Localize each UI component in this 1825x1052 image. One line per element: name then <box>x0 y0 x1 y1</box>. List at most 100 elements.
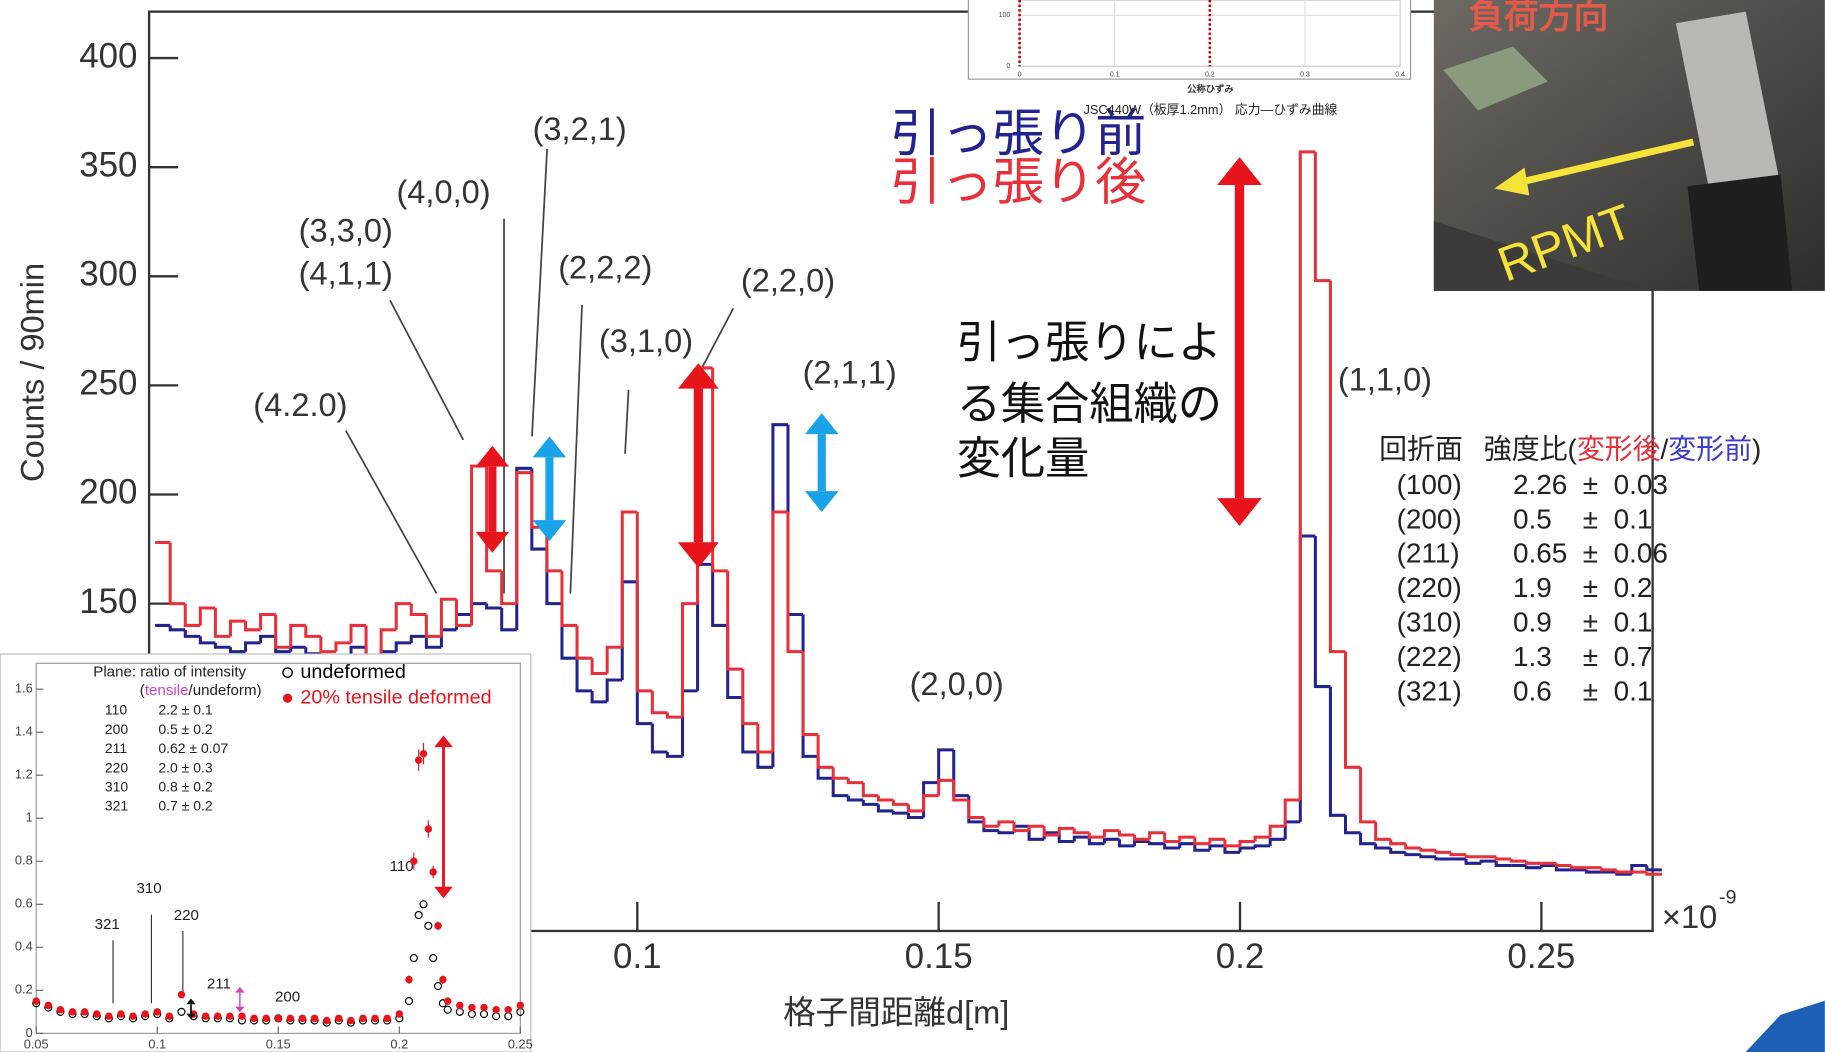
histogram-step <box>1300 152 1315 800</box>
histogram-step <box>1376 844 1391 848</box>
histogram-step <box>893 811 908 813</box>
histogram-step <box>1165 844 1180 848</box>
histogram-step <box>773 425 788 768</box>
histogram-step <box>426 636 441 647</box>
histogram-step <box>366 625 381 658</box>
histogram-step <box>592 691 607 702</box>
table-cell: 0.9 ± 0.1 <box>1513 607 1652 638</box>
histogram-step <box>321 636 336 651</box>
histogram-step <box>909 804 924 811</box>
data-point <box>93 1010 100 1017</box>
inset-table-cell: 321 <box>105 798 129 814</box>
histogram-step <box>878 796 893 800</box>
inset-table-cell: 0.8 ± 0.2 <box>158 779 212 795</box>
inset-table-cell: 0.7 ± 0.2 <box>158 798 212 814</box>
table-cell: 1.3 ± 0.7 <box>1513 641 1652 672</box>
note-line: 変化量 <box>957 435 1090 484</box>
photo-label: 負荷方向 <box>1469 0 1609 36</box>
histogram-step <box>276 636 291 651</box>
table-cell: (222) <box>1397 641 1462 672</box>
peak-label: 200 <box>275 988 300 1005</box>
histogram-step <box>622 512 637 647</box>
histogram-step <box>1330 687 1345 816</box>
histogram-step <box>170 543 185 604</box>
histogram-step <box>848 778 863 782</box>
histogram-step <box>547 549 562 604</box>
histogram-step <box>909 813 924 817</box>
histogram-step <box>863 800 878 804</box>
y-tick-label: 150 <box>79 582 137 621</box>
histogram-step <box>878 804 893 811</box>
data-point <box>468 1004 475 1011</box>
table-cell: (200) <box>1397 503 1462 534</box>
histogram-step <box>607 680 622 702</box>
histogram-step <box>185 630 200 637</box>
histogram-step <box>502 608 517 630</box>
histogram-step <box>1315 152 1330 281</box>
leader-line <box>698 308 733 374</box>
peak-label: (4.2.0) <box>253 387 347 423</box>
y-tick-label: 1.6 <box>15 681 33 696</box>
data-point <box>434 922 441 929</box>
x-tick-label: 0.4 <box>1395 71 1405 78</box>
table-header-cell: 変形前 <box>1668 434 1752 465</box>
histogram-step <box>833 778 848 795</box>
x-tick-label: 0.25 <box>508 1036 533 1051</box>
table-cell: (100) <box>1397 469 1462 500</box>
double-arrow-head <box>805 491 839 512</box>
inset-chart: Plane: ratio of intensity (tensile/undef… <box>0 654 533 1052</box>
data-point <box>492 1006 499 1013</box>
inset-table-cell: 2.2 ± 0.1 <box>158 702 212 718</box>
peak-label: (4,0,0) <box>396 174 490 210</box>
table-cell: 0.65 ± 0.06 <box>1513 538 1668 569</box>
histogram-step <box>1436 857 1451 859</box>
table-header-cell: 回折面 <box>1379 434 1463 465</box>
data-point <box>439 976 446 983</box>
histogram-step <box>622 582 637 680</box>
histogram-step <box>1255 837 1270 841</box>
histogram-step <box>1451 852 1466 854</box>
histogram-step <box>863 783 878 796</box>
double-arrow-head <box>1217 498 1262 526</box>
y-tick-label: 200 <box>79 473 137 512</box>
leader-line <box>532 149 547 436</box>
peak-label: 110 <box>390 858 414 875</box>
histogram-step <box>1602 868 1617 870</box>
caption: JSC440W（板厚1.2mm） 応力—ひずみ曲線 <box>1083 102 1337 117</box>
data-point <box>141 1010 148 1017</box>
x-tick-label: 0.15 <box>266 1036 291 1051</box>
data-point <box>371 1015 378 1022</box>
histogram-step <box>1089 833 1104 837</box>
table-cell: (211) <box>1397 538 1460 569</box>
y-tick-label: 0.6 <box>15 896 33 911</box>
table-header: 回折面強度比(変形後/変形前) <box>1379 434 1761 465</box>
histogram-step <box>562 604 577 659</box>
inset-table-cell: 220 <box>105 759 129 775</box>
data-point <box>105 1012 112 1019</box>
inset-table-cell: 310 <box>105 779 129 795</box>
peak-label: 321 <box>95 916 120 933</box>
histogram-step <box>939 780 954 795</box>
data-point <box>214 1012 221 1019</box>
inset-table-cell: 2.0 ± 0.3 <box>158 759 212 775</box>
histogram-step <box>1270 839 1285 846</box>
inset-table-header: Plane: ratio of intensity <box>93 664 246 681</box>
histogram-step <box>200 608 215 625</box>
chart-frame <box>968 0 1410 79</box>
y-tick-label: 400 <box>79 36 137 75</box>
x-multiplier: ×10 <box>1662 899 1717 935</box>
data-point <box>415 756 422 763</box>
peak-label: (2,2,0) <box>741 262 835 298</box>
histogram-step <box>924 783 939 818</box>
histogram-step <box>728 571 743 669</box>
histogram-step <box>1074 828 1089 832</box>
data-point <box>323 1017 330 1024</box>
table-cell: (321) <box>1397 675 1462 706</box>
histogram-step <box>261 636 276 643</box>
histogram-step <box>246 643 261 652</box>
histogram-step <box>396 604 411 630</box>
logo <box>1746 1001 1825 1052</box>
histogram-step <box>1376 822 1391 839</box>
data-point <box>262 1015 269 1022</box>
table-cell: (310) <box>1397 607 1462 638</box>
